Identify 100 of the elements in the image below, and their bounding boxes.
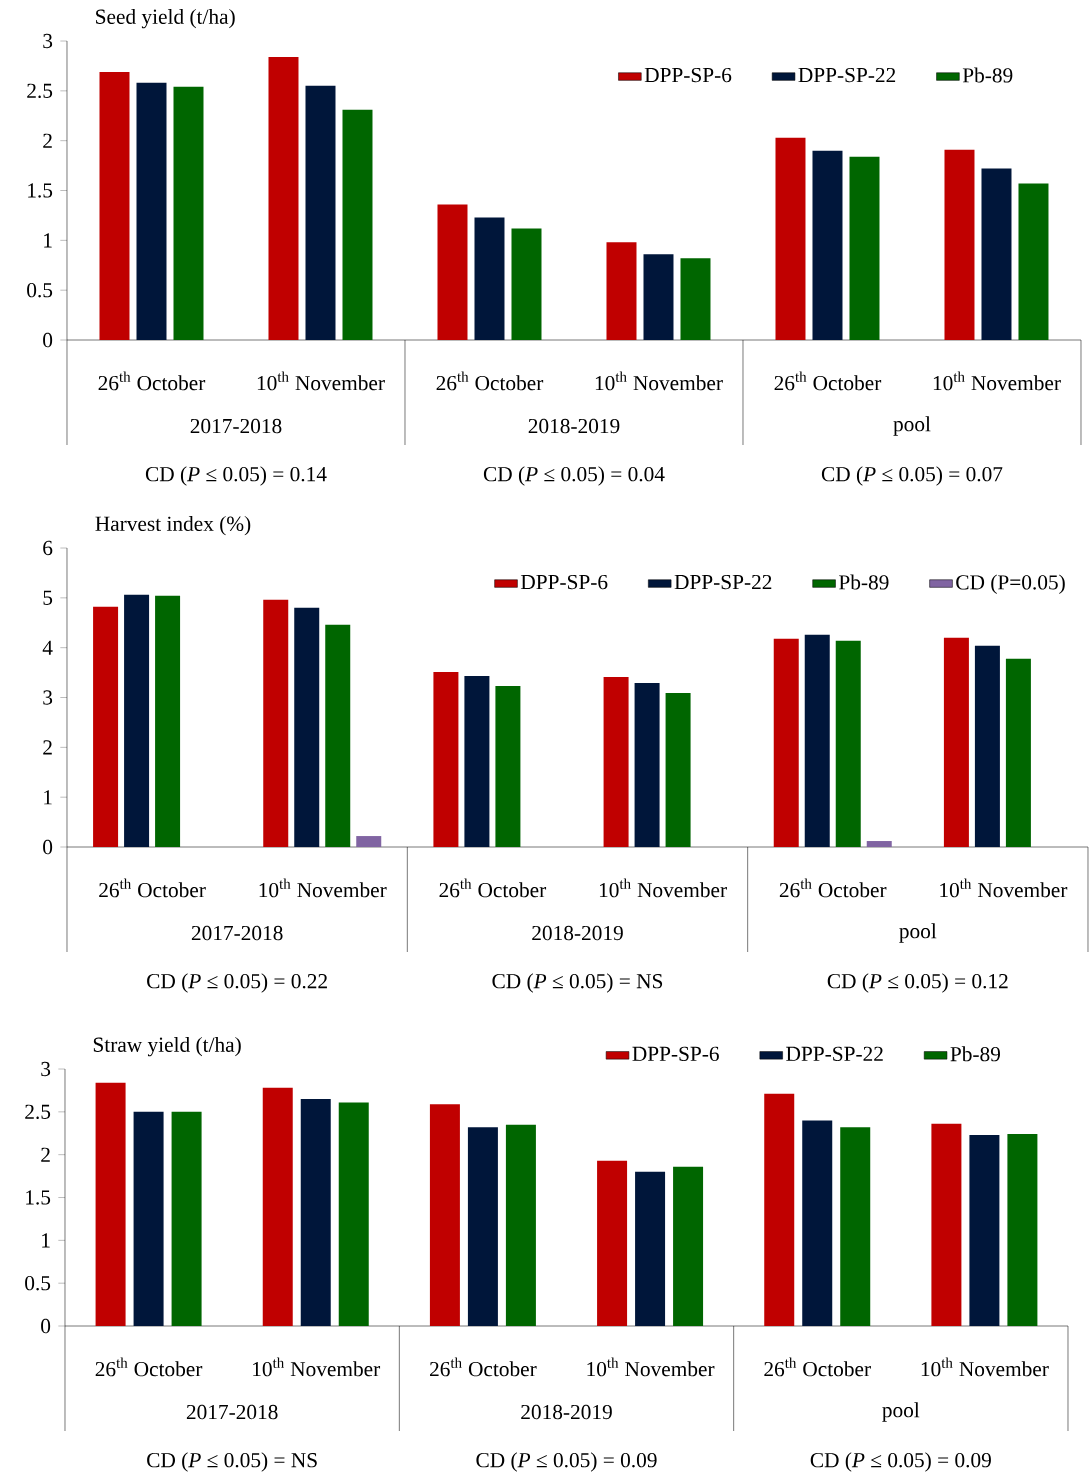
bar	[495, 686, 521, 848]
bar	[511, 228, 542, 341]
x-tick-label: 26$^{th}$ October	[764, 1357, 871, 1377]
y-tick-label: 3	[41, 1061, 51, 1077]
y-tick-label: 3	[43, 33, 53, 49]
y-tick-label: 0	[41, 1318, 51, 1334]
legend-label: CD (P=0.05)	[956, 574, 1065, 594]
chart-title: Straw yield (t/ha)	[93, 1036, 241, 1057]
text: CD (P ≤ 0.05) = 0.14	[145, 466, 327, 486]
bar	[429, 1104, 460, 1327]
bar	[849, 156, 880, 341]
y-tick-label: 2	[43, 740, 52, 755]
y-tick-label: 4	[42, 640, 53, 655]
y-tick-label: 1	[42, 1233, 50, 1248]
bar	[634, 683, 660, 848]
bar	[300, 1099, 331, 1327]
text: 2018-2019	[528, 418, 620, 434]
x-tick-label: 10$^{th}$ November	[933, 371, 1061, 391]
bar	[294, 607, 320, 848]
legend-label: DPP-SP-6	[520, 574, 608, 590]
bar	[643, 254, 674, 341]
bar	[437, 204, 468, 341]
bar	[262, 1087, 293, 1327]
bar	[969, 1134, 1000, 1327]
text: 2018-2019	[532, 925, 623, 941]
y-tick-label: 2	[41, 1147, 50, 1162]
bar	[133, 1111, 164, 1327]
bar	[95, 1082, 126, 1327]
y-tick-label: 2.5	[25, 1104, 51, 1120]
bar	[835, 640, 861, 848]
bar	[356, 836, 382, 848]
y-tick-label: 1	[44, 233, 52, 248]
y-tick-label: 6	[43, 540, 53, 556]
bar	[268, 56, 299, 341]
bar	[981, 168, 1012, 341]
bar	[804, 634, 830, 848]
chart-title: Harvest index (%)	[95, 515, 251, 536]
text: CD (P ≤ 0.05) = 0.07	[821, 466, 1003, 486]
legend-label: DPP-SP-6	[644, 67, 732, 83]
chart-title: Seed yield (t/ha)	[96, 8, 235, 29]
text: CD (P ≤ 0.05) = 0.09	[810, 1452, 991, 1472]
text: CD (P ≤ 0.05) = NS	[147, 1452, 317, 1472]
y-tick-label: 0.5	[25, 1275, 51, 1291]
bar	[1007, 1134, 1038, 1327]
bar	[775, 137, 806, 341]
bar	[433, 672, 459, 848]
bar	[93, 606, 119, 848]
text: 2017-2018	[186, 1404, 278, 1420]
y-tick-label: 0	[43, 332, 53, 348]
text: CD (P ≤ 0.05) = NS	[492, 973, 663, 993]
bar	[673, 1166, 704, 1327]
legend-label: Pb-89	[962, 67, 1013, 83]
y-tick-label: 0	[43, 839, 53, 855]
bar	[305, 85, 336, 341]
bar	[325, 624, 351, 848]
bar	[680, 258, 711, 341]
x-tick-label: 10$^{th}$ November	[253, 1357, 381, 1377]
x-tick-label: 26$^{th}$ October	[779, 878, 887, 898]
bar	[597, 1160, 628, 1327]
legend-label: DPP-SP-6	[632, 1046, 719, 1062]
x-tick-label: 26$^{th}$ October	[430, 1357, 537, 1377]
text: pool	[882, 1402, 920, 1422]
text: 2017-2018	[191, 925, 283, 941]
x-tick-label: 10$^{th}$ November	[587, 1357, 715, 1377]
bar	[136, 82, 167, 341]
x-tick-label: 26$^{th}$ October	[774, 371, 882, 391]
text: 2017-2018	[190, 418, 282, 434]
bar	[773, 638, 799, 848]
y-tick-label: 2	[43, 133, 52, 148]
bar	[99, 71, 130, 341]
bar	[635, 1171, 666, 1327]
bar	[171, 1111, 202, 1327]
bar	[944, 149, 975, 341]
bar	[263, 599, 289, 848]
text: pool	[893, 416, 931, 436]
bar	[173, 86, 204, 341]
y-tick-label: 1.5	[26, 1190, 51, 1205]
x-tick-label: 10$^{th}$ November	[257, 371, 385, 391]
y-tick-label: 5	[43, 590, 53, 605]
bar	[1018, 183, 1049, 341]
text: CD (P ≤ 0.05) = 0.12	[827, 973, 1008, 993]
bar	[840, 1127, 871, 1327]
bar	[464, 676, 490, 848]
y-tick-label: 1	[44, 790, 52, 805]
y-tick-label: 1.5	[28, 183, 53, 198]
text: pool	[899, 923, 937, 943]
text: 2018-2019	[521, 1404, 612, 1420]
y-tick-label: 0.5	[27, 282, 53, 298]
x-tick-label: 10$^{th}$ November	[259, 878, 387, 898]
legend-label: Pb-89	[950, 1046, 1000, 1062]
legend-label: DPP-SP-22	[786, 1046, 883, 1062]
text: CD (P ≤ 0.05) = 0.04	[483, 466, 665, 486]
bar	[665, 693, 691, 848]
x-tick-label: 26$^{th}$ October	[95, 1357, 203, 1377]
bar	[155, 595, 181, 848]
bar	[474, 217, 505, 341]
legend-label: DPP-SP-22	[674, 574, 772, 590]
bar	[342, 109, 373, 341]
x-tick-label: 10$^{th}$ November	[595, 371, 723, 391]
x-tick-label: 10$^{th}$ November	[921, 1357, 1049, 1377]
